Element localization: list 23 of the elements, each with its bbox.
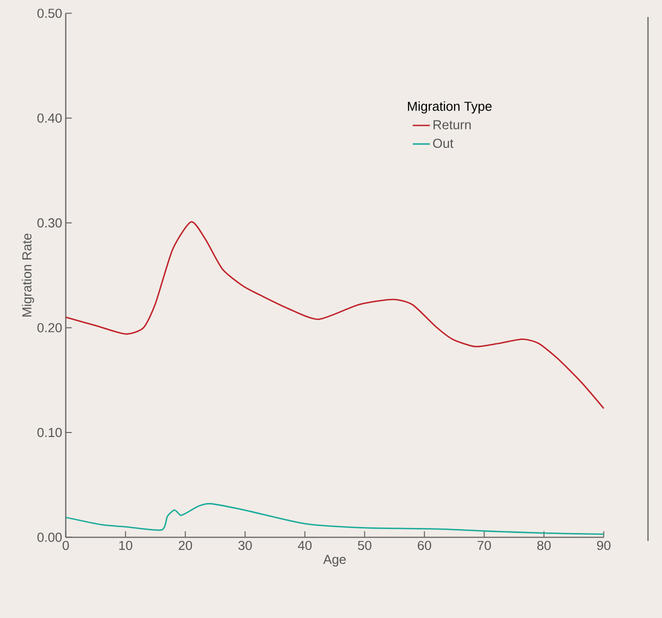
x-tick-label: 50 [358, 540, 372, 550]
legend-label: Return [434, 120, 471, 130]
x-tick-label: 10 [119, 540, 132, 550]
y-axis-title: Migration Rate [22, 234, 34, 316]
legend-title: Migration Type [408, 101, 492, 114]
x-tick-label: 30 [238, 540, 252, 550]
y-tick-label: 0.40 [37, 113, 62, 123]
x-tick-label: 20 [178, 540, 192, 550]
x-tick-label: 70 [478, 540, 491, 550]
y-tick-label: 0.20 [37, 323, 62, 332]
y-tick-label: 0.00 [37, 532, 62, 542]
y-tick-label: 0.30 [37, 218, 62, 228]
x-axis-title: Age [323, 554, 346, 567]
line-series [65, 221, 604, 410]
x-tick-label: 90 [597, 540, 610, 550]
line-series [65, 503, 604, 535]
y-tick-label: 0.50 [37, 8, 62, 18]
legend-label: Out [433, 138, 454, 148]
x-tick-label: 80 [537, 540, 551, 550]
x-tick-label: 40 [298, 540, 312, 550]
x-tick-label: 0 [62, 540, 69, 550]
x-tick-label: 60 [418, 540, 432, 550]
y-tick-label: 0.10 [37, 428, 62, 438]
